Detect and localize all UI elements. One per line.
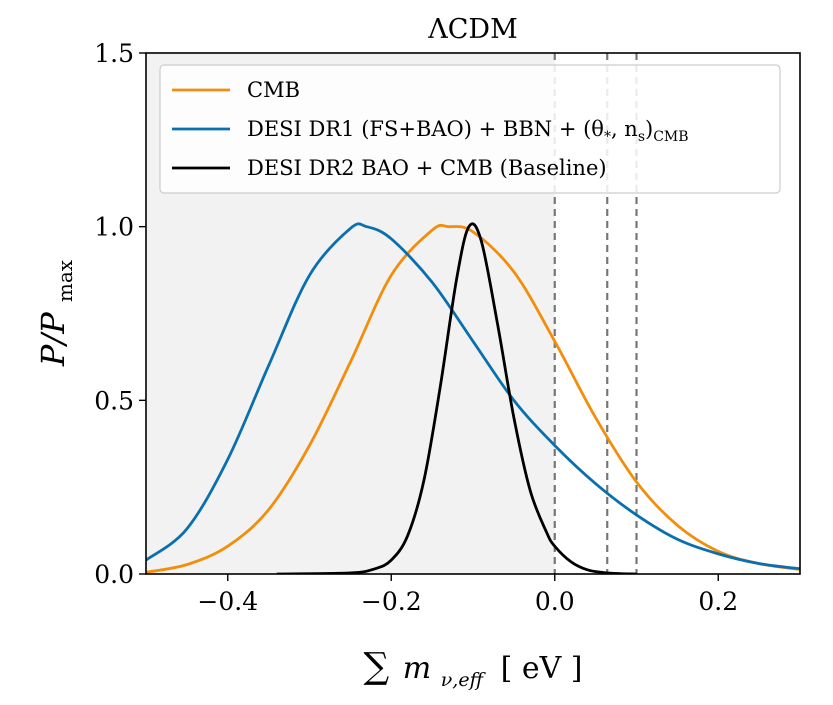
y-axis-title: P/P max: [34, 259, 77, 367]
x-axis-sum-symbol: ∑: [364, 646, 390, 687]
x-tick-label-2: 0.0: [535, 587, 575, 616]
legend-dr1-text: DESI DR1 (FS+BAO) + BBN + (θ: [247, 117, 604, 141]
legend-dr1-sub-s: s: [638, 129, 645, 145]
legend-label-desi-dr2: DESI DR2 BAO + CMB (Baseline): [247, 156, 607, 180]
legend-dr1-sub-cmb: CMB: [653, 129, 688, 145]
y-tick-label-2: 1.0: [94, 213, 134, 242]
y-axis-main: P/P: [34, 312, 72, 367]
legend: CMB DESI DR1 (FS+BAO) + BBN + (θ*, ns)CM…: [159, 64, 781, 194]
ticks: −0.4 −0.2 0.0 0.2 0.0 0.5 1.0 1.5: [94, 39, 738, 616]
x-axis-subscript: ν,eff: [441, 669, 487, 691]
legend-dr1-mid: , n: [611, 117, 638, 141]
x-axis-unit: [ eV ]: [501, 651, 583, 686]
x-axis-title: ∑ m ν,eff [ eV ]: [364, 646, 583, 694]
series-desi-dr1-curve: [146, 222, 800, 571]
legend-label-cmb: CMB: [247, 78, 300, 102]
y-tick-label-1: 0.5: [94, 386, 134, 415]
x-tick-label-0: −0.4: [197, 587, 258, 616]
legend-dr1-close: ): [645, 117, 653, 141]
y-tick-label-3: 1.5: [94, 39, 134, 68]
y-tick-label-0: 0.0: [94, 560, 134, 589]
x-axis-m: m: [403, 651, 431, 686]
chart-title: ΛCDM: [427, 14, 517, 45]
series-layer: [146, 222, 800, 574]
legend-box: [159, 64, 781, 194]
x-tick-label-3: 0.2: [698, 587, 738, 616]
legend-label-desi-dr1: DESI DR1 (FS+BAO) + BBN + (θ*, ns)CMB: [247, 117, 689, 145]
plot-frame: [145, 52, 801, 575]
x-tick-label-1: −0.2: [361, 587, 422, 616]
legend-dr1-sub-star: *: [604, 129, 611, 145]
series-cmb-curve: [146, 223, 800, 574]
y-axis-subscript: max: [53, 259, 77, 302]
series-desi-dr2-curve: [276, 222, 637, 574]
